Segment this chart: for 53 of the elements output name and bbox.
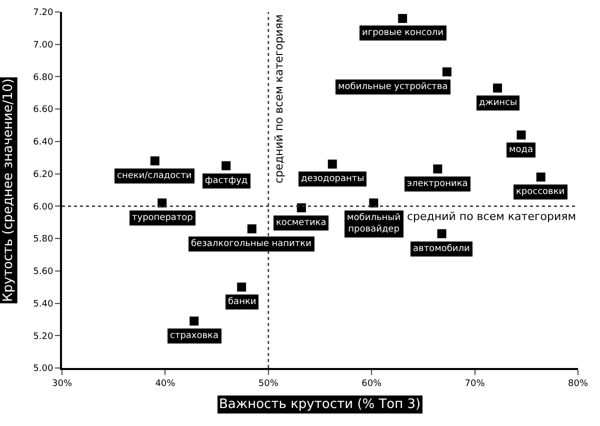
point [437,229,446,238]
annotation: туроператор [132,213,194,223]
annotation: дезодоранты [301,174,364,184]
point [433,164,442,174]
y-tick-label: 5.00 [33,364,54,374]
point [493,84,502,93]
point [328,160,337,169]
point [190,316,199,326]
annotation: страховка [170,331,219,341]
point [442,67,452,76]
point [150,156,160,166]
y-tick-label: 6.80 [33,72,54,83]
ref-line-label: средний по всем категориям [407,210,576,223]
y-tick-label: 5.40 [33,299,54,310]
y-tick-label: 5.20 [33,332,54,342]
x-axis-title: Важность крутости (% Топ 3) [219,397,421,412]
x-tick-label: 40% [155,378,176,389]
x-tick-label: 60% [362,378,382,389]
annotation: джинсы [479,98,518,108]
annotation: косметика [276,218,326,228]
annotation: автомобили [413,244,470,254]
ref-line-label: средний по всем категориям [272,14,286,184]
annotation: мода [509,145,534,155]
annotation: фастфуд [205,176,248,186]
annotation: игровые консоли [362,28,444,38]
y-tick-label: 6.60 [33,105,54,116]
annotation: электроника [407,179,468,189]
y-tick-label: 6.00 [33,202,54,212]
point [398,14,408,23]
y-tick-label: 5.80 [33,234,54,245]
x-tick-label: 50% [258,378,279,389]
point [536,172,546,182]
x-tick-label: 30% [52,378,72,389]
annotation: банки [228,297,256,307]
point [296,203,306,212]
point [247,224,256,234]
y-tick-label: 7.20 [33,8,54,18]
annotation: мобильные устройства [338,82,448,92]
y-axis-title: Крутость (среднее значение/10) [0,78,16,302]
point [237,282,246,292]
point [516,130,526,140]
point [369,198,378,208]
point [222,161,231,170]
annotation: мобильный провайдер [347,213,401,235]
x-tick-label: 80% [568,378,588,389]
annotation: безалкогольные напитки [191,239,312,249]
x-tick-label: 70% [464,378,486,389]
y-tick-label: 6.40 [33,138,54,148]
y-tick-label: 7.00 [33,40,54,51]
y-tick-label: 6.20 [33,170,54,180]
annotation: кроссовки [516,187,565,197]
y-tick-label: 5.60 [33,267,54,278]
annotation: снеки/сладости [117,171,192,181]
